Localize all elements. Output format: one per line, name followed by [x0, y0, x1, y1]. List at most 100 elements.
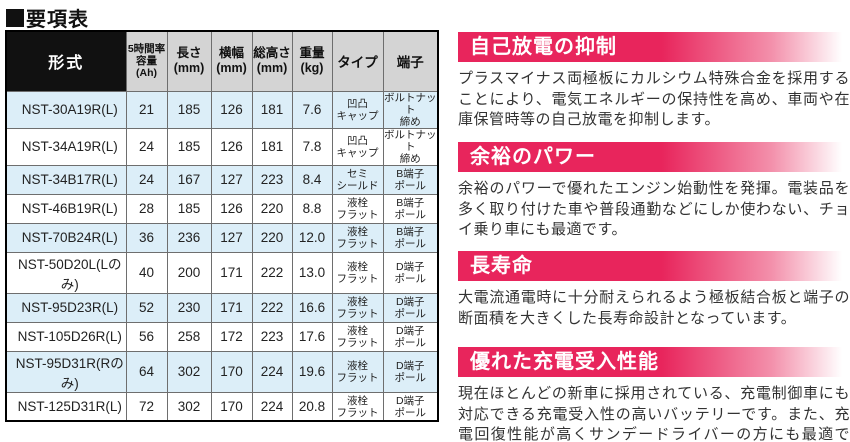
cell-model: NST-105D26R(L) [5, 321, 127, 352]
cell-terminal: D端子 ポール [382, 251, 439, 294]
cell-height: 222 [251, 251, 293, 294]
column-header-terminal: 端子 [382, 30, 439, 92]
table-row: NST-46B19R(L) 28 185 126 220 8.8 液栓 フラット… [5, 193, 439, 224]
cell-length: 185 [166, 90, 212, 129]
cell-height: 181 [251, 127, 293, 166]
table-row: NST-34A19R(L) 24 185 126 181 7.8 凹凸 キャップ… [5, 127, 439, 166]
cell-model: NST-125D31R(L) [5, 391, 127, 422]
column-header-length: 長さ (mm) [166, 30, 212, 92]
cell-type: 液栓 フラット [331, 193, 384, 224]
spec-table: 形式 5時間率 容量 (Ah) 長さ (mm) 横幅 (mm) 総高さ (mm)… [5, 30, 439, 423]
column-header-capacity: 5時間率 容量 (Ah) [125, 30, 168, 92]
cell-model: NST-30A19R(L) [5, 90, 127, 129]
cell-terminal: B端子 ポール [382, 222, 439, 253]
cell-model: NST-95D23R(L) [5, 292, 127, 323]
column-header-model: 形式 [5, 30, 127, 92]
spec-table-header: 形式 5時間率 容量 (Ah) 長さ (mm) 横幅 (mm) 総高さ (mm)… [5, 30, 439, 92]
cell-type: 液栓 フラット [331, 321, 384, 352]
cell-width: 170 [210, 391, 253, 422]
cell-height: 224 [251, 350, 293, 393]
cell-width: 172 [210, 321, 253, 352]
table-row: NST-125D31R(L) 72 302 170 224 20.8 液栓 フラ… [5, 391, 439, 422]
section-title-bar: 自己放電の抑制 [458, 32, 850, 62]
cell-capacity: 56 [125, 321, 168, 352]
cell-model: NST-95D31R(Rのみ) [5, 350, 127, 393]
cell-model: NST-70B24R(L) [5, 222, 127, 253]
cell-length: 185 [166, 127, 212, 166]
table-row: NST-95D31R(Rのみ) 64 302 170 224 19.6 液栓 フ… [5, 350, 439, 393]
cell-length: 200 [166, 251, 212, 294]
cell-terminal: D端子 ポール [382, 350, 439, 393]
cell-terminal: D端子 ポール [382, 391, 439, 422]
cell-length: 167 [166, 164, 212, 195]
cell-terminal: ボルトナット 締め [382, 90, 439, 129]
column-header-weight: 重量 (kg) [291, 30, 333, 92]
cell-terminal: D端子 ポール [382, 321, 439, 352]
cell-height: 224 [251, 391, 293, 422]
section-title-bar: 長寿命 [458, 251, 850, 281]
cell-model: NST-50D20L(Lのみ) [5, 251, 127, 294]
column-header-height: 総高さ (mm) [251, 30, 293, 92]
cell-weight: 7.6 [291, 90, 333, 129]
table-row: NST-105D26R(L) 56 258 172 223 17.6 液栓 フラ… [5, 321, 439, 352]
page-title: 要項表 [6, 3, 89, 32]
cell-width: 171 [210, 292, 253, 323]
cell-capacity: 72 [125, 391, 168, 422]
cell-terminal: ボルトナット 締め [382, 127, 439, 166]
section-body-text: 余裕のパワーで優れたエンジン始動性を発揮。電装品を多く取り付けた車や普段通勤など… [458, 180, 850, 239]
cell-capacity: 64 [125, 350, 168, 393]
cell-width: 171 [210, 251, 253, 294]
cell-length: 302 [166, 391, 212, 422]
cell-weight: 16.6 [291, 292, 333, 323]
cell-height: 222 [251, 292, 293, 323]
cell-weight: 13.0 [291, 251, 333, 294]
column-header-type: タイプ [331, 30, 384, 92]
table-row: NST-34B17R(L) 24 167 127 223 8.4 セミ シールド… [5, 164, 439, 195]
feature-section-self-discharge: 自己放電の抑制 プラスマイナス両極板にカルシウム特殊合金を採用することにより、電… [458, 32, 850, 131]
cell-height: 223 [251, 164, 293, 195]
cell-type: 液栓 フラット [331, 292, 384, 323]
cell-length: 185 [166, 193, 212, 224]
cell-weight: 19.6 [291, 350, 333, 393]
feature-section-charge-acceptance: 優れた充電受入性能 現在ほとんどの新車に採用されている、充電制御車にも対応できる… [458, 347, 850, 442]
cell-terminal: D端子 ポール [382, 292, 439, 323]
cell-type: 液栓 フラット [331, 251, 384, 294]
cell-terminal: B端子 ポール [382, 164, 439, 195]
cell-height: 181 [251, 90, 293, 129]
section-title-bar: 余裕のパワー [458, 142, 850, 172]
cell-weight: 8.8 [291, 193, 333, 224]
cell-weight: 17.6 [291, 321, 333, 352]
cell-capacity: 24 [125, 127, 168, 166]
cell-capacity: 40 [125, 251, 168, 294]
cell-length: 236 [166, 222, 212, 253]
cell-width: 127 [210, 222, 253, 253]
spec-table-body: NST-30A19R(L) 21 185 126 181 7.6 凹凸 キャップ… [5, 90, 439, 422]
cell-length: 230 [166, 292, 212, 323]
cell-type: 液栓 フラット [331, 350, 384, 393]
cell-model: NST-34A19R(L) [5, 127, 127, 166]
table-row: NST-95D23R(L) 52 230 171 222 16.6 液栓 フラッ… [5, 292, 439, 323]
cell-height: 220 [251, 193, 293, 224]
cell-capacity: 24 [125, 164, 168, 195]
cell-type: 凹凸 キャップ [331, 90, 384, 129]
cell-width: 170 [210, 350, 253, 393]
cell-length: 302 [166, 350, 212, 393]
cell-length: 258 [166, 321, 212, 352]
section-body-text: 現在ほとんどの新車に採用されている、充電制御車にも対応できる充電受入性の高いバッ… [458, 385, 850, 442]
cell-weight: 8.4 [291, 164, 333, 195]
feature-section-power: 余裕のパワー 余裕のパワーで優れたエンジン始動性を発揮。電装品を多く取り付けた車… [458, 142, 850, 241]
cell-model: NST-46B19R(L) [5, 193, 127, 224]
cell-model: NST-34B17R(L) [5, 164, 127, 195]
cell-height: 223 [251, 321, 293, 352]
cell-type: 凹凸 キャップ [331, 127, 384, 166]
cell-terminal: B端子 ポール [382, 193, 439, 224]
column-header-width: 横幅 (mm) [210, 30, 253, 92]
cell-width: 126 [210, 90, 253, 129]
cell-capacity: 28 [125, 193, 168, 224]
table-row: NST-50D20L(Lのみ) 40 200 171 222 13.0 液栓 フ… [5, 251, 439, 294]
cell-width: 127 [210, 164, 253, 195]
cell-weight: 7.8 [291, 127, 333, 166]
cell-type: 液栓 フラット [331, 391, 384, 422]
cell-height: 220 [251, 222, 293, 253]
